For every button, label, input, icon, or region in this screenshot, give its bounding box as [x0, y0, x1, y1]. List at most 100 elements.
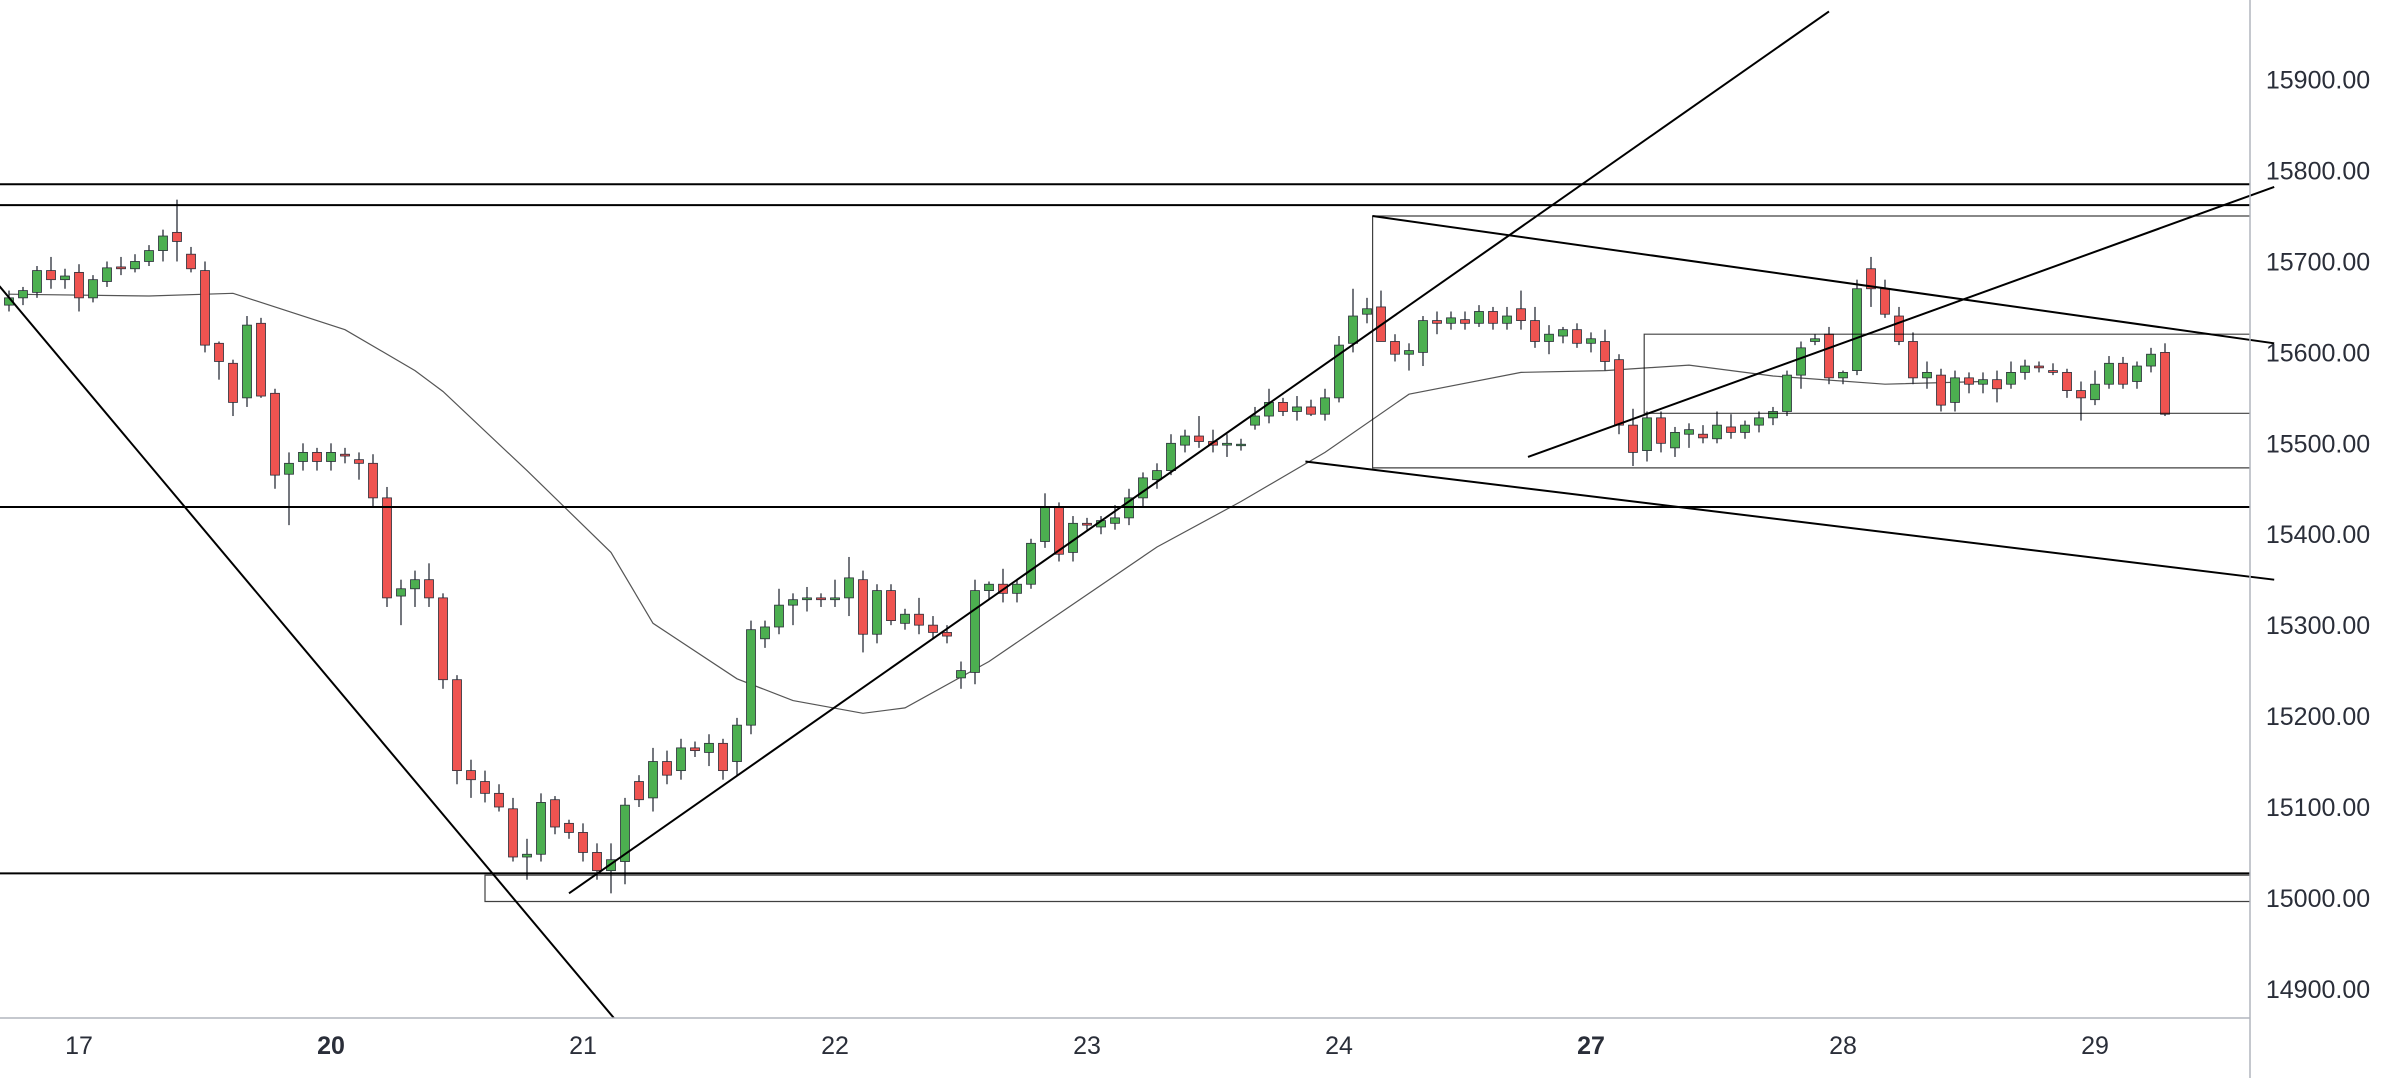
candle	[214, 341, 224, 380]
price-tick-label: 15900.00	[2266, 67, 2370, 95]
candle-body-down	[452, 679, 462, 772]
candle	[676, 738, 686, 780]
candle-body-up	[1978, 379, 1988, 385]
candle-body-up	[1502, 315, 1512, 324]
candle	[1670, 426, 1680, 457]
candle-body-down	[634, 781, 644, 801]
candle	[1642, 411, 1652, 462]
rectangle-drawing[interactable]	[1372, 215, 2250, 469]
drawings-layer[interactable]	[0, 10, 2275, 1019]
candle	[242, 316, 252, 407]
trend-line[interactable]	[1372, 215, 2275, 345]
candle	[1152, 463, 1162, 489]
candle-body-up	[298, 452, 308, 462]
candle	[1698, 425, 1708, 444]
candle-body-up	[1152, 470, 1162, 481]
candle-body-up	[984, 583, 994, 591]
candle-body-up	[1026, 542, 1036, 585]
candle-body-up	[1782, 374, 1792, 412]
candle-body-down	[1572, 329, 1582, 344]
candle-body-up	[1236, 443, 1246, 447]
candle	[928, 616, 938, 639]
time-tick-label: 22	[821, 1032, 849, 1060]
rectangle-drawing[interactable]	[484, 874, 2250, 903]
candle	[1166, 434, 1176, 476]
candle-body-up	[2132, 365, 2142, 382]
trend-line[interactable]	[0, 184, 615, 1019]
candle	[830, 579, 840, 607]
candle-body-up	[900, 613, 910, 624]
candle-body-up	[60, 275, 70, 281]
candle	[1082, 517, 1092, 530]
candle	[284, 452, 294, 526]
trend-line[interactable]	[568, 10, 1830, 895]
candle	[326, 443, 336, 471]
price-tick-label: 15500.00	[2266, 430, 2370, 458]
candle	[144, 245, 154, 267]
candle	[2118, 356, 2128, 389]
candle-body-down	[494, 792, 504, 808]
candle	[2006, 361, 2016, 389]
candle-body-down	[1432, 320, 1442, 324]
candle	[438, 593, 448, 689]
candle	[2090, 370, 2100, 406]
candle-body-down	[816, 597, 826, 601]
candle	[970, 579, 980, 685]
price-tick-label: 15600.00	[2266, 339, 2370, 367]
candle-body-down	[2062, 371, 2072, 391]
candle-body-down	[662, 761, 672, 776]
candle	[1712, 411, 1722, 444]
candle	[1390, 334, 1400, 362]
time-tick-label: 29	[2081, 1032, 2109, 1060]
candle	[984, 581, 994, 600]
candle	[690, 741, 700, 757]
candle	[606, 843, 616, 894]
candle-body-down	[1880, 288, 1890, 315]
candle	[732, 717, 742, 776]
candle	[88, 275, 98, 303]
candle	[480, 770, 490, 803]
candle	[2132, 361, 2142, 389]
candle-body-up	[1670, 432, 1680, 449]
time-tick-label: 23	[1073, 1032, 1101, 1060]
candle	[816, 593, 826, 607]
price-axis[interactable]: 15900.00 15800.00 15700.00 15600.00 15500.00…	[2266, 67, 2370, 1004]
candle-body-up	[970, 590, 980, 673]
candle	[102, 261, 112, 287]
candle	[1320, 388, 1330, 421]
candle	[1852, 279, 1862, 376]
candle-body-up	[676, 747, 686, 772]
candle-body-down	[1614, 359, 1624, 426]
candle-body-up	[1474, 311, 1484, 324]
candle-body-up	[1922, 371, 1932, 379]
price-tick-label: 15400.00	[2266, 521, 2370, 549]
candle-body-up	[2006, 371, 2016, 385]
time-axis[interactable]: 17 20 21 22 23 24 27 28 29	[65, 1032, 2109, 1060]
candle	[452, 675, 462, 785]
candle	[494, 784, 504, 812]
candle	[1530, 306, 1540, 348]
candle-body-up	[1558, 329, 1568, 337]
trend-line[interactable]	[1305, 460, 2275, 581]
candle-body-down	[2118, 362, 2128, 385]
time-tick-label: 20	[317, 1032, 345, 1060]
candle	[900, 608, 910, 630]
candle	[186, 246, 196, 273]
candle	[1614, 354, 1624, 435]
candle-body-down	[928, 624, 938, 633]
candle-body-down	[2048, 370, 2058, 373]
candle-body-down	[1488, 311, 1498, 324]
candle	[788, 593, 798, 626]
candle	[1866, 256, 1876, 307]
rectangle-drawing[interactable]	[1643, 333, 2250, 414]
candle-body-down	[256, 322, 266, 397]
candle-body-down	[466, 770, 476, 781]
trend-line[interactable]	[1527, 185, 2275, 458]
candle-body-down	[1516, 308, 1526, 321]
candle	[844, 556, 854, 617]
candle	[2020, 359, 2030, 380]
candle	[1040, 493, 1050, 548]
candle	[172, 199, 182, 262]
